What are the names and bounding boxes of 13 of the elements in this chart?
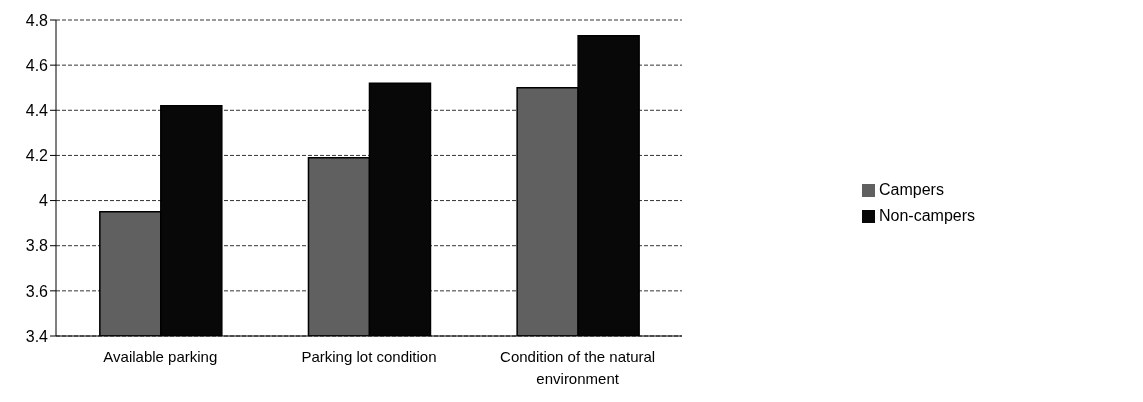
legend-label: Non-campers bbox=[878, 207, 975, 224]
x-tick-label: Condition of the natural environment bbox=[500, 348, 656, 387]
x-tick-label: Parking lot condition bbox=[301, 348, 437, 365]
legend-label: Campers bbox=[878, 181, 944, 198]
y-tick-label: 4.2 bbox=[25, 147, 49, 165]
y-tick-label: 4 bbox=[39, 192, 49, 210]
y-tick-label: 4.4 bbox=[25, 101, 49, 119]
x-tick-label: Available parking bbox=[103, 348, 218, 365]
y-tick-label: 3.8 bbox=[25, 237, 49, 255]
y-tick-label: 3.4 bbox=[25, 327, 49, 345]
y-tick-label: 3.6 bbox=[25, 282, 49, 300]
y-tick-label: 4.6 bbox=[25, 56, 49, 74]
y-tick-label: 4.8 bbox=[25, 11, 49, 29]
